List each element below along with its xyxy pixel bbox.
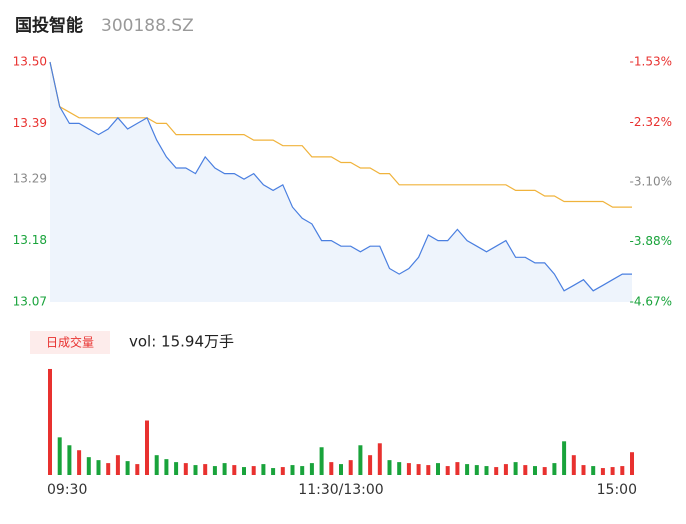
volume-bar [426,465,431,475]
volume-bar [406,463,411,475]
volume-bar [397,462,402,475]
y2-tick-label: -3.10% [630,175,672,189]
y-tick-label: 13.18 [13,233,47,247]
volume-bar [465,464,470,475]
volume-bar [232,465,237,475]
volume-bar [387,460,392,475]
y2-tick-label: -3.88% [630,234,672,248]
volume-bar [242,467,246,475]
volume-bar [513,462,518,475]
y-tick-label: 13.07 [13,295,47,309]
y2-tick-label: -2.32% [630,115,672,129]
volume-bar [368,455,373,475]
volume-bar [600,468,605,475]
volume-bar [193,465,198,475]
volume-bar [339,464,343,475]
volume-bar [57,437,62,475]
volume-bar [135,464,140,475]
volume-bar [145,420,149,475]
stock-code: 300188.SZ [101,16,194,36]
volume-bar [377,443,382,475]
y2-tick-label: -1.53% [630,55,672,69]
volume-bar [261,464,266,475]
volume-bar [203,464,208,475]
price-line [49,61,632,292]
volume-bar [48,368,52,475]
volume-bar [503,464,508,475]
volume-bar [183,463,188,475]
volume-bar [329,462,334,475]
volume-bar [125,461,130,475]
price-area [50,62,632,302]
volume-bar [251,466,256,475]
volume-bar [106,463,111,475]
stock-name: 国投智能 [15,15,83,36]
volume-bar [571,455,576,475]
x-tick-label: 09:30 [47,482,87,498]
volume-bar [581,465,586,475]
volume-bar [494,467,499,475]
volume-tag [30,331,110,354]
volume-bar [300,466,305,475]
volume-bar [552,463,557,475]
volume-label: 日成交量 [46,335,94,350]
volume-bar [445,466,450,475]
volume-bar [222,463,227,475]
volume-bar [96,460,101,475]
volume-bar [309,463,314,475]
volume-bar [358,445,363,475]
volume-bar [290,465,295,475]
volume-bar [620,466,625,475]
volume-bar [319,447,324,475]
y-tick-label: 13.39 [13,116,47,130]
y-tick-label: 13.29 [13,172,47,186]
volume-bar [86,457,91,475]
volume-bar [542,467,547,475]
y-tick-label: 13.50 [13,55,47,69]
volume-bar [610,467,615,475]
volume-bar [212,466,217,475]
volume-bar [115,455,120,475]
volume-bar [474,465,479,475]
volume-bar [271,468,276,475]
volume-bar [630,452,634,475]
volume-bar [533,466,537,475]
volume-bar [174,462,179,475]
volume-bar [164,459,169,475]
volume-bar [154,455,159,475]
volume-bar [280,467,285,475]
volume-bar [348,460,353,475]
volume-bar [416,464,421,475]
volume-bar [523,465,528,475]
volume-bar [77,450,82,475]
volume-bar [484,466,489,475]
x-tick-label: 11:30/13:00 [298,482,383,498]
x-tick-label: 15:00 [597,482,637,498]
volume-bar [67,445,72,475]
y2-tick-label: -4.67% [630,295,672,309]
volume-summary: vol: 15.94万手 [129,333,234,351]
volume-bar [455,462,460,475]
volume-bar [562,441,567,475]
volume-bar [591,466,596,475]
volume-bar [436,463,440,475]
